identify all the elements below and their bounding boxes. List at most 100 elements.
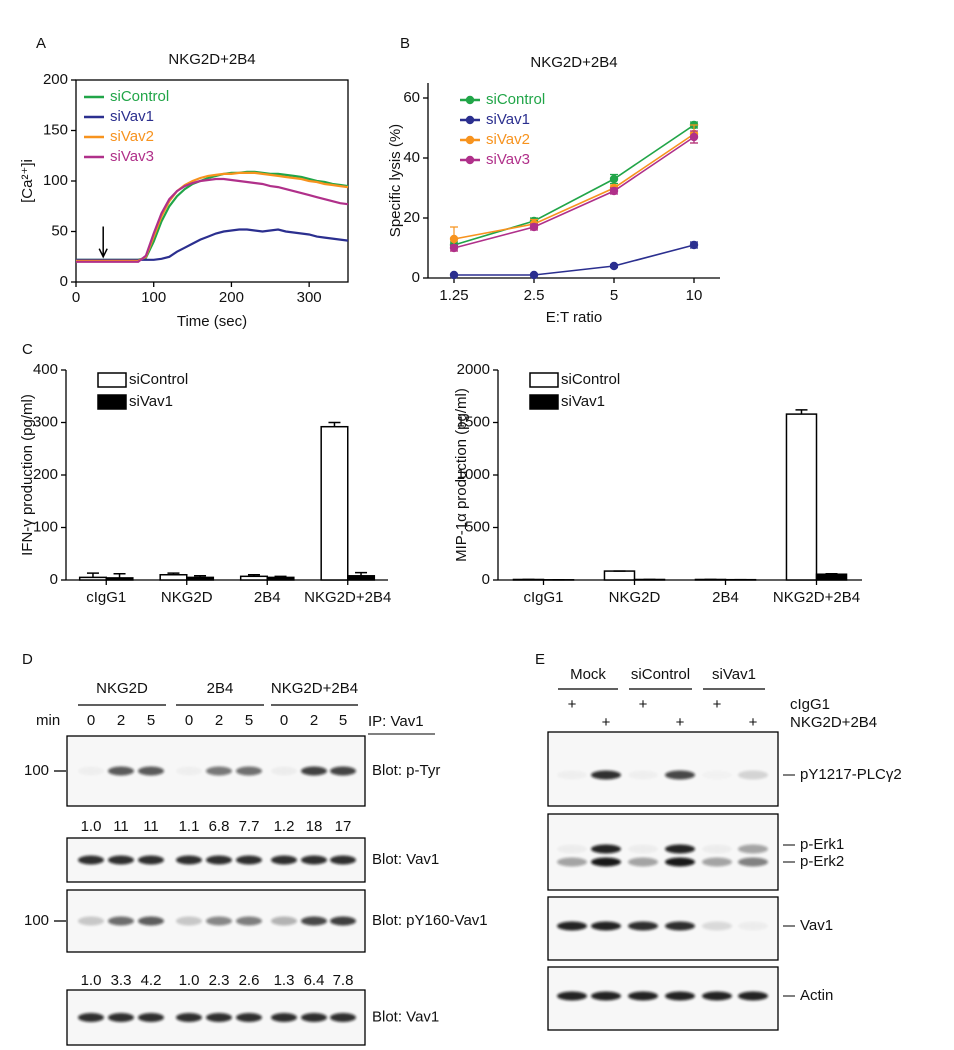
band [738, 991, 768, 1001]
treatment-sign: + [602, 714, 611, 731]
time-value: 0 [280, 712, 288, 729]
treatment-sign: + [713, 696, 722, 713]
data-point [689, 240, 699, 250]
y-tick-label: 0 [60, 273, 68, 290]
error-bar [167, 572, 180, 575]
y-tick-label: 1500 [457, 413, 490, 430]
quantification: 11 [143, 818, 159, 835]
y-tick-label: 100 [43, 172, 68, 189]
bar [266, 576, 295, 581]
error-bar [274, 575, 287, 578]
band [271, 916, 297, 926]
band [628, 921, 658, 931]
legend-label: siVav3 [110, 148, 154, 165]
blot-label: p-Erk2 [800, 853, 844, 870]
legend-label: siControl [110, 88, 169, 105]
band [591, 770, 621, 780]
time-value: 5 [339, 712, 347, 729]
legend-label: siControl [129, 371, 188, 388]
band [176, 1013, 202, 1022]
treatment-sign: + [568, 696, 577, 713]
error-bar [355, 571, 368, 576]
group-label: Mock [570, 666, 606, 683]
series-line [453, 124, 695, 246]
band [628, 844, 658, 854]
band [591, 991, 621, 1001]
y-tick-label: 0 [50, 571, 58, 588]
legend-label: siVav1 [561, 393, 605, 410]
blot-label: Blot: Vav1 [372, 1008, 439, 1025]
band [301, 855, 327, 865]
chart-title: NKG2D+2B4 [168, 51, 255, 68]
y-tick-label: 200 [43, 71, 68, 88]
x-tick-label: NKG2D+2B4 [773, 589, 860, 606]
band [738, 857, 768, 867]
treatment-sign: + [639, 696, 648, 713]
quantification: 1.3 [274, 972, 295, 989]
treatment-sign: + [749, 714, 758, 731]
error-bar [194, 575, 207, 578]
quantification: 2.3 [209, 972, 230, 989]
band [557, 844, 587, 854]
band [557, 857, 587, 867]
bar [239, 575, 268, 581]
mw-marker: 100 [24, 762, 49, 779]
quantification: 18 [306, 818, 323, 835]
band [78, 1013, 104, 1022]
blot-label: Vav1 [800, 917, 833, 934]
y-tick-label: 60 [403, 89, 420, 106]
data-point [609, 174, 619, 184]
quantification: 1.0 [81, 972, 102, 989]
x-tick-label: 5 [610, 287, 618, 304]
x-tick-label: 1.25 [439, 287, 468, 304]
legend-label: siControl [486, 91, 545, 108]
time-value: 5 [147, 712, 155, 729]
legend-marker [465, 115, 475, 125]
error-bar [328, 421, 341, 427]
blot-frame [547, 731, 779, 807]
legend-marker [465, 155, 475, 165]
y-tick-label: 50 [51, 222, 68, 239]
band [236, 766, 262, 776]
quantification: 6.4 [304, 972, 325, 989]
band [271, 855, 297, 865]
y-tick-label: 300 [33, 413, 58, 430]
band [702, 771, 732, 780]
y-tick-label: 200 [33, 466, 58, 483]
x-tick-label: 100 [141, 289, 166, 306]
error-bar [825, 572, 838, 575]
bar [159, 574, 188, 581]
band [138, 766, 164, 776]
band [236, 916, 262, 926]
x-tick-label: cIgG1 [523, 589, 563, 606]
band [665, 770, 695, 780]
x-axis-label: Time (sec) [177, 313, 247, 330]
legend-swatch [97, 372, 127, 388]
x-tick-label: NKG2D+2B4 [304, 589, 391, 606]
data-point [609, 261, 619, 271]
blot-label: Blot: pY160-Vav1 [372, 912, 488, 929]
bar [785, 413, 818, 581]
x-tick-label: NKG2D [609, 589, 661, 606]
series-line [76, 177, 349, 263]
x-tick-label: 0 [72, 289, 80, 306]
panel-label: A [36, 35, 46, 52]
y-tick-label: 2000 [457, 361, 490, 378]
quantification: 1.2 [274, 818, 295, 835]
band [206, 855, 232, 865]
legend-label: siVav1 [129, 393, 173, 410]
blot-frame [547, 966, 779, 1031]
blot-frame [547, 813, 779, 891]
error-bar [795, 409, 808, 415]
quantification: 17 [335, 818, 352, 835]
band [591, 844, 621, 854]
band [557, 921, 587, 931]
quantification: 7.7 [239, 818, 260, 835]
group-label: siControl [631, 666, 690, 683]
treatment-sign: + [676, 714, 685, 731]
band [738, 770, 768, 780]
band [557, 771, 587, 780]
quantification: 1.0 [81, 818, 102, 835]
band [78, 767, 104, 776]
bar [347, 575, 376, 581]
